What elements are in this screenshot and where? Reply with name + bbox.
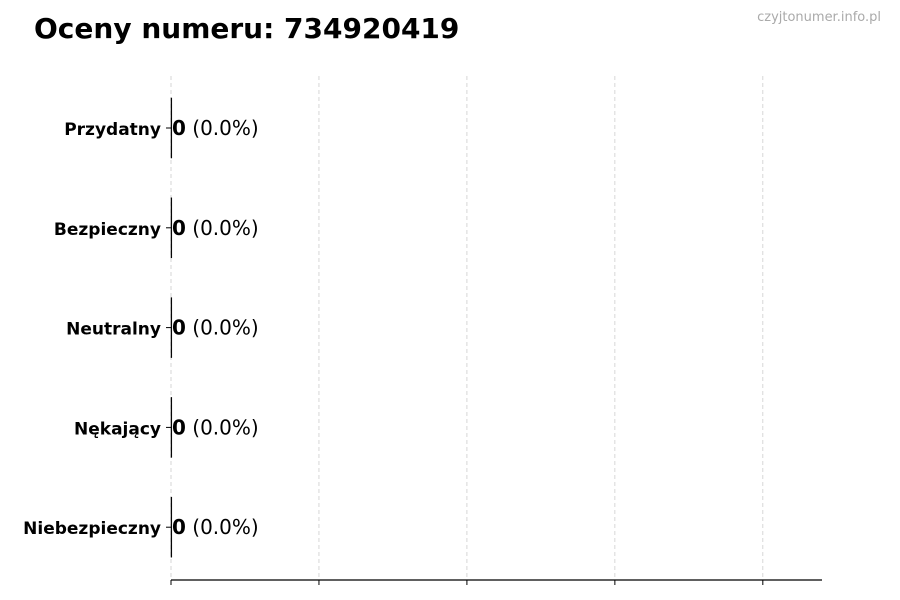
value-label: 0 [172,316,186,340]
percent-label: (0.0%) [186,316,259,340]
chart-title: Oceny numeru: 734920419 [34,12,460,45]
data-label: 0 (0.0%) [172,515,259,539]
data-label: 0 (0.0%) [172,415,259,439]
category-label: Przydatny [64,120,161,140]
data-label: 0 (0.0%) [172,116,259,140]
value-label: 0 [172,415,186,439]
percent-label: (0.0%) [186,415,259,439]
category-label: Bezpieczny [54,220,161,240]
value-label: 0 [172,515,186,539]
data-label: 0 (0.0%) [172,216,259,240]
category-label: Neutralny [66,320,161,340]
category-label: Nękający [74,419,161,439]
value-label: 0 [172,116,186,140]
percent-label: (0.0%) [186,515,259,539]
category-label: Niebezpieczny [23,519,161,539]
percent-label: (0.0%) [186,116,259,140]
watermark: czyjtonumer.info.pl [757,10,881,25]
value-label: 0 [172,216,186,240]
percent-label: (0.0%) [186,216,259,240]
data-label: 0 (0.0%) [172,316,259,340]
